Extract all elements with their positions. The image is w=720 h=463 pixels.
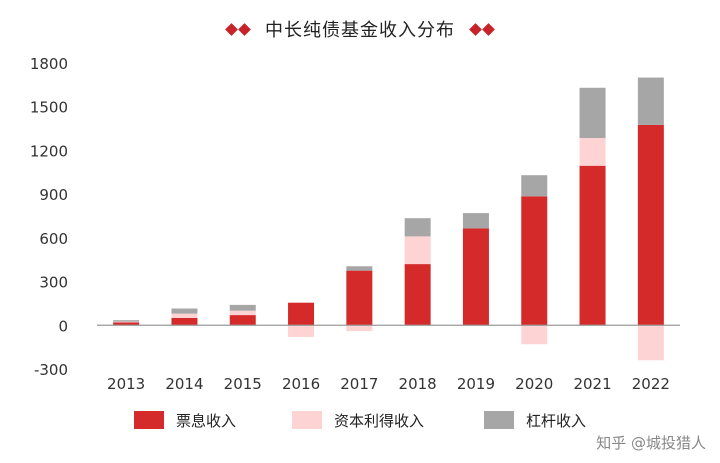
chart-title: 中长纯债基金收入分布	[265, 20, 455, 41]
bar-segment-capital-gain-2020	[521, 325, 548, 345]
x-tick-label: 2020	[515, 375, 553, 393]
y-tick-label: 600	[39, 230, 68, 248]
bar-segment-capital-gain-2021	[579, 138, 606, 166]
bar-segment-coupon-2020	[521, 196, 548, 326]
y-tick-label: -300	[34, 361, 68, 379]
bar-segment-capital-gain-2016	[288, 325, 315, 337]
bar-segment-coupon-2018	[404, 264, 431, 326]
y-tick-label: 1800	[30, 55, 68, 73]
bar-segment-coupon-2019	[462, 228, 489, 326]
bar-segment-leverage-2017	[346, 266, 373, 271]
bar-segment-leverage-2020	[521, 175, 548, 197]
x-tick-label: 2017	[340, 375, 378, 393]
bar-segment-capital-gain-2014	[171, 313, 198, 318]
bar-segment-leverage-2022	[637, 77, 664, 125]
bar-segment-capital-gain-2015	[229, 310, 256, 316]
plot-area: 1800 1500 1200 900 600 300 0 -300 2013 2014 2015 20…	[30, 55, 680, 393]
bar-segment-leverage-2021	[579, 87, 606, 139]
bar-segment-capital-gain-2017	[346, 325, 373, 332]
x-tick-label: 2014	[165, 375, 203, 393]
legend-item-leverage: 杠杆收入	[484, 404, 586, 436]
y-tick-label: 300	[39, 274, 68, 292]
x-tick-label: 2022	[632, 375, 670, 393]
bar-segment-coupon-2015	[229, 315, 256, 326]
x-tick-label: 2013	[107, 375, 145, 393]
legend-label-capital-gain: 资本利得收入	[334, 411, 425, 430]
bar-segment-leverage-2013	[113, 320, 140, 322]
chart-title-row: 中长纯债基金收入分布	[0, 14, 720, 44]
y-tick-label: 0	[58, 317, 68, 335]
x-tick-label: 2021	[573, 375, 611, 393]
bar-segment-leverage-2018	[404, 218, 431, 237]
bar-segment-leverage-2014	[171, 308, 198, 314]
legend: 票息收入 资本利得收入 杠杆收入	[0, 404, 720, 436]
x-tick-label: 2018	[399, 375, 437, 393]
bar-segment-coupon-2022	[637, 124, 664, 326]
legend-label-leverage: 杠杆收入	[526, 411, 587, 430]
y-tick-label: 1500	[30, 99, 68, 117]
x-tick-label: 2019	[457, 375, 495, 393]
legend-item-coupon: 票息收入	[134, 404, 236, 436]
watermark: 知乎 @城投猎人	[596, 434, 706, 452]
y-tick-label: 900	[39, 186, 68, 204]
bar-segment-coupon-2013	[113, 322, 140, 326]
legend-swatch-capital-gain	[292, 411, 322, 429]
bar-segment-leverage-2015	[229, 304, 256, 311]
legend-swatch-leverage	[484, 411, 514, 429]
bar-segment-coupon-2016	[288, 302, 315, 326]
bar-segment-capital-gain-2022	[637, 325, 664, 361]
legend-label-coupon: 票息收入	[176, 411, 237, 430]
bar-segment-coupon-2021	[579, 165, 606, 326]
legend-item-capital-gain: 资本利得收入	[292, 404, 424, 436]
legend-swatch-coupon	[134, 411, 164, 429]
bar-segment-coupon-2017	[346, 270, 373, 326]
y-tick-label: 1200	[30, 142, 68, 160]
bar-segment-capital-gain-2018	[404, 236, 431, 265]
x-tick-label: 2016	[282, 375, 320, 393]
bar-segment-coupon-2014	[171, 318, 198, 326]
bar-segment-leverage-2019	[462, 213, 489, 229]
bar-segment-capital-gain-2013	[113, 321, 140, 323]
x-tick-label: 2015	[224, 375, 262, 393]
